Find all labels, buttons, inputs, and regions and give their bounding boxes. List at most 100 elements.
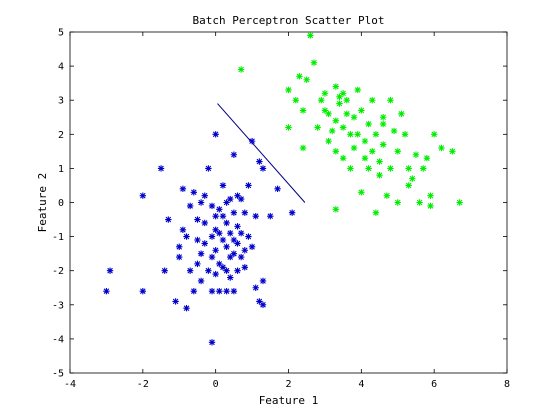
scatter-point-series-1 [234,240,241,247]
scatter-point-series-2 [456,199,463,206]
decision-boundary-line [217,103,306,203]
x-tick-label: 8 [504,379,510,390]
scatter-point-series-1 [237,195,245,203]
scatter-point-series-1 [241,247,248,254]
scatter-point-series-1 [216,260,223,268]
scatter-point-series-2 [237,66,245,73]
scatter-point-series-2 [339,90,347,97]
scatter-point-series-1 [161,267,168,274]
scatter-point-series-2 [372,209,380,216]
plot-area [69,31,508,374]
scatter-point-series-1 [212,212,219,220]
scatter-point-series-2 [332,206,340,213]
scatter-point-series-2 [390,127,398,135]
y-axis-label: Feature 2 [36,173,49,233]
scatter-point-series-2 [361,137,369,145]
scatter-point-series-2 [379,141,387,148]
scatter-point-series-1 [274,185,281,193]
scatter-point-series-2 [369,148,376,155]
scatter-point-series-2 [292,97,299,104]
y-tick-label: 3 [58,96,64,107]
scatter-point-series-2 [285,124,292,131]
scatter-point-series-2 [350,144,358,152]
scatter-point-series-2 [365,165,372,172]
scatter-point-series-1 [223,219,230,227]
scatter-point-series-1 [183,233,190,240]
scatter-point-series-1 [237,253,245,261]
scatter-point-series-1 [223,267,230,274]
scatter-point-series-2 [369,97,376,104]
scatter-point-series-2 [343,97,350,104]
scatter-point-series-1 [227,274,234,281]
scatter-point-series-1 [194,260,201,268]
scatter-point-series-1 [179,185,187,193]
scatter-point-series-2 [420,165,427,172]
scatter-point-series-1 [227,229,234,237]
scatter-point-series-1 [208,339,216,346]
scatter-point-series-1 [219,236,227,244]
scatter-point-series-1 [208,233,216,240]
data-points [103,32,463,346]
scatter-point-series-1 [219,264,227,271]
chart-title: Batch Perceptron Scatter Plot [192,14,384,27]
scatter-point-series-2 [387,97,394,104]
scatter-point-series-1 [234,267,241,274]
scatter-point-series-1 [245,182,252,189]
x-tick-label: 2 [285,379,291,390]
scatter-point-series-1 [183,305,190,312]
scatter-point-series-1 [194,236,201,244]
scatter-point-series-1 [248,243,256,251]
scatter-point-series-1 [190,287,198,295]
y-tick-label: 5 [58,28,64,39]
y-tick-label: -4 [52,334,64,345]
scatter-point-series-2 [321,90,329,97]
y-tick-label: 1 [58,164,64,175]
scatter-point-series-2 [329,127,336,135]
scatter-point-series-2 [314,124,321,131]
scatter-point-series-2 [423,154,431,162]
scatter-point-series-1 [237,229,245,237]
scatter-point-series-1 [216,229,223,237]
scatter-point-series-2 [416,199,423,206]
y-tick-label: -5 [52,369,64,380]
scatter-point-series-1 [248,137,256,145]
scatter-point-series-1 [241,264,248,271]
scatter-point-series-1 [259,277,267,285]
scatter-point-series-1 [230,209,238,216]
x-tick-label: 0 [213,379,219,390]
scatter-point-series-1 [216,287,223,295]
scatter-point-series-1 [186,267,194,274]
scatter-point-series-2 [303,76,310,83]
scatter-point-series-2 [350,114,358,121]
scatter-point-series-2 [409,175,416,182]
scatter-point-series-1 [223,287,230,295]
y-tick-label: 0 [58,198,64,209]
scatter-point-series-1 [197,250,205,257]
scatter-point-series-2 [383,192,391,199]
scatter-point-series-1 [176,253,183,261]
scatter-point-series-2 [430,131,438,138]
scatter-point-series-2 [387,165,394,172]
scatter-point-series-2 [310,59,318,66]
scatter-point-series-1 [234,223,241,230]
scatter-point-series-1 [205,165,212,172]
scatter-point-series-1 [208,287,216,295]
scatter-point-series-2 [376,158,383,165]
scatter-point-series-1 [208,253,216,261]
scatter-point-series-1 [190,189,198,196]
scatter-point-series-1 [230,250,238,257]
scatter-point-series-1 [256,298,263,305]
y-tick-label: -2 [52,266,64,277]
scatter-point-series-1 [197,277,205,285]
scatter-point-series-1 [212,270,219,278]
scatter-point-series-1 [208,202,216,210]
scatter-point-series-2 [449,148,456,155]
scatter-point-series-2 [365,120,372,128]
scatter-point-series-1 [197,199,205,206]
y-tick-label: -1 [52,232,64,243]
scatter-point-series-1 [227,195,234,203]
scatter-point-series-1 [259,165,267,172]
scatter-point-series-1 [194,216,201,223]
